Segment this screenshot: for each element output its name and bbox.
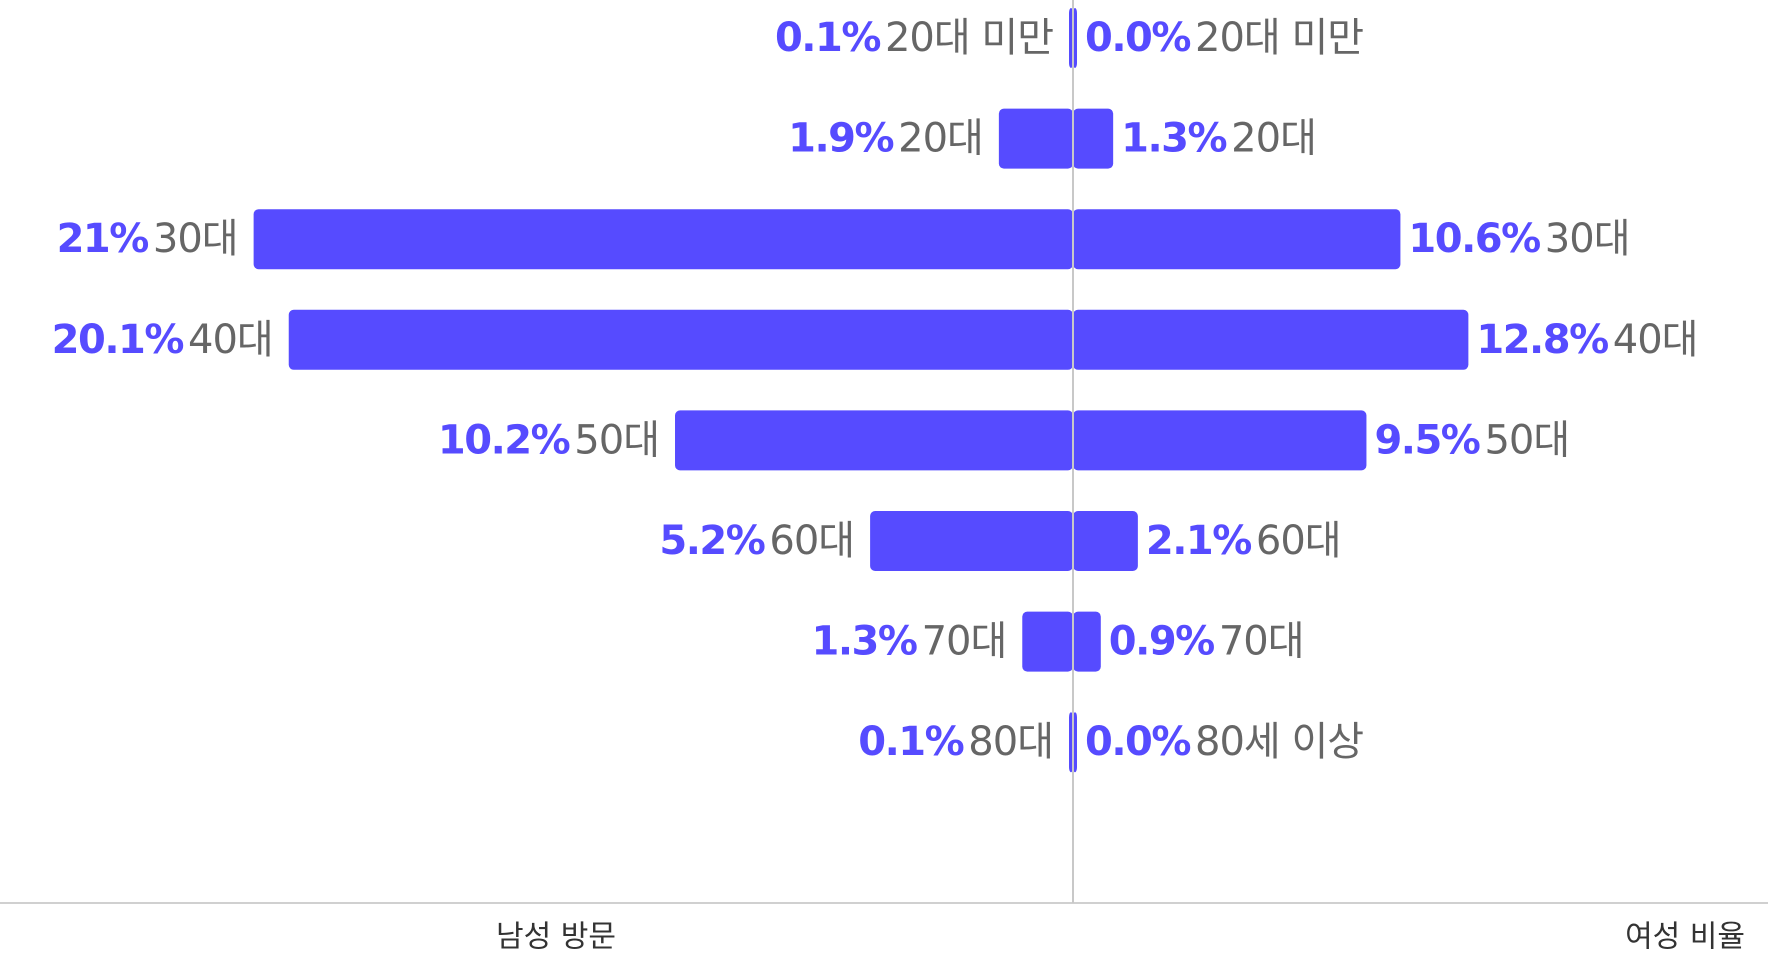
bar	[1073, 309, 1469, 370]
category-label: 60대	[1256, 518, 1341, 564]
bar-label: 0.1% 80대	[858, 719, 1053, 765]
bar	[288, 309, 1073, 370]
value-label: 1.3%	[1121, 116, 1226, 162]
bar-label: 1.9% 20대	[788, 116, 983, 162]
series-label: 남성 방문	[496, 920, 616, 955]
value-label: 0.0%	[1085, 15, 1190, 61]
value-label: 9.5%	[1374, 417, 1479, 463]
value-label: 0.1%	[775, 15, 880, 61]
bar	[1073, 410, 1367, 471]
bar	[1073, 209, 1401, 270]
bar-label: 10.2% 50대	[438, 417, 659, 463]
value-label: 0.9%	[1109, 619, 1214, 665]
bar	[1022, 611, 1073, 672]
value-label: 1.3%	[812, 619, 917, 665]
value-label: 12.8%	[1476, 317, 1608, 363]
bar	[675, 410, 1073, 471]
category-label: 50대	[574, 417, 659, 463]
value-label: 21%	[57, 216, 149, 262]
bar-label: 9.5% 50대	[1374, 417, 1569, 463]
bar-label: 5.2% 60대	[659, 518, 854, 564]
category-label: 20대 미만	[1195, 15, 1363, 61]
bar	[253, 209, 1074, 270]
value-label: 5.2%	[659, 518, 764, 564]
value-label: 10.6%	[1408, 216, 1540, 262]
category-label: 70대	[922, 619, 1007, 665]
value-label: 0.1%	[858, 719, 963, 765]
bar-label: 0.1% 20대 미만	[775, 15, 1053, 61]
category-label: 60대	[769, 518, 854, 564]
category-label: 80세 이상	[1195, 719, 1363, 765]
bar-label: 10.6% 30대	[1408, 216, 1629, 262]
category-label: 70대	[1219, 619, 1304, 665]
bar-label: 2.1% 60대	[1146, 518, 1341, 564]
bar	[870, 511, 1073, 571]
category-label: 20대 미만	[885, 15, 1053, 61]
value-label: 20.1%	[52, 317, 184, 363]
bar-label: 0.0% 80세 이상	[1085, 719, 1363, 765]
bar	[998, 108, 1073, 169]
category-label: 20대	[898, 116, 983, 162]
bar-label: 12.8% 40대	[1476, 317, 1697, 363]
bar-label: 1.3% 70대	[812, 619, 1007, 665]
category-label: 40대	[188, 317, 273, 363]
category-label: 30대	[1545, 216, 1630, 262]
bar-label: 0.0% 20대 미만	[1085, 15, 1363, 61]
bar-label: 1.3% 20대	[1121, 116, 1316, 162]
category-label: 20대	[1231, 116, 1316, 162]
category-label: 50대	[1484, 417, 1569, 463]
bar	[1073, 611, 1101, 672]
value-label: 0.0%	[1085, 719, 1190, 765]
category-label: 40대	[1613, 317, 1698, 363]
category-label: 80대	[968, 719, 1053, 765]
bar-label: 21% 30대	[57, 216, 238, 262]
bar-label: 20.1% 40대	[52, 317, 273, 363]
bar-label: 0.9% 70대	[1109, 619, 1304, 665]
value-label: 2.1%	[1146, 518, 1251, 564]
bar	[1073, 108, 1114, 169]
category-label: 30대	[153, 216, 238, 262]
series-label: 여성 비율	[1625, 920, 1745, 955]
value-label: 1.9%	[788, 116, 893, 162]
value-label: 10.2%	[438, 417, 570, 463]
bar	[1073, 511, 1138, 571]
